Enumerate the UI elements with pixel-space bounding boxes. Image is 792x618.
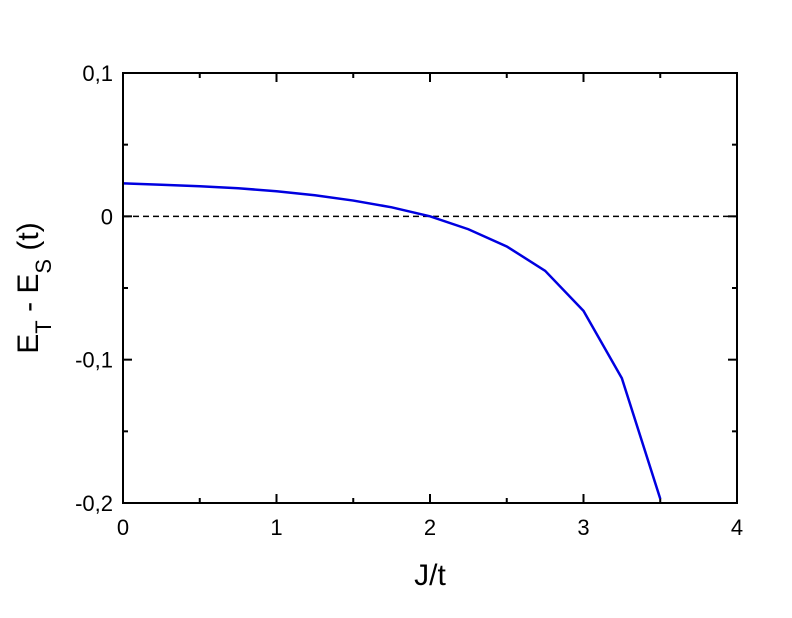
x-tick-label: 4 <box>731 515 743 540</box>
x-tick-label: 2 <box>424 515 436 540</box>
data-line <box>122 182 662 500</box>
x-tick-label: 1 <box>270 515 282 540</box>
y-axis-label-part: (t) <box>12 222 45 259</box>
plot-frame <box>122 72 738 504</box>
x-tick-label: 0 <box>117 515 129 540</box>
y-tick-label: -0,1 <box>75 348 113 373</box>
y-tick-label: -0,2 <box>75 491 113 516</box>
y-tick-label: 0,1 <box>82 61 113 86</box>
y-axis-label: ET - ES (t) <box>12 222 56 353</box>
y-axis-label-part: E <box>12 334 45 354</box>
y-axis-label-part: S <box>31 259 56 274</box>
y-axis-label-part: - E <box>12 274 45 321</box>
x-tick-label: 3 <box>577 515 589 540</box>
x-axis-label: J/t <box>414 559 446 592</box>
y-axis-label-part: T <box>31 320 56 333</box>
y-tick-label: 0 <box>101 204 113 229</box>
